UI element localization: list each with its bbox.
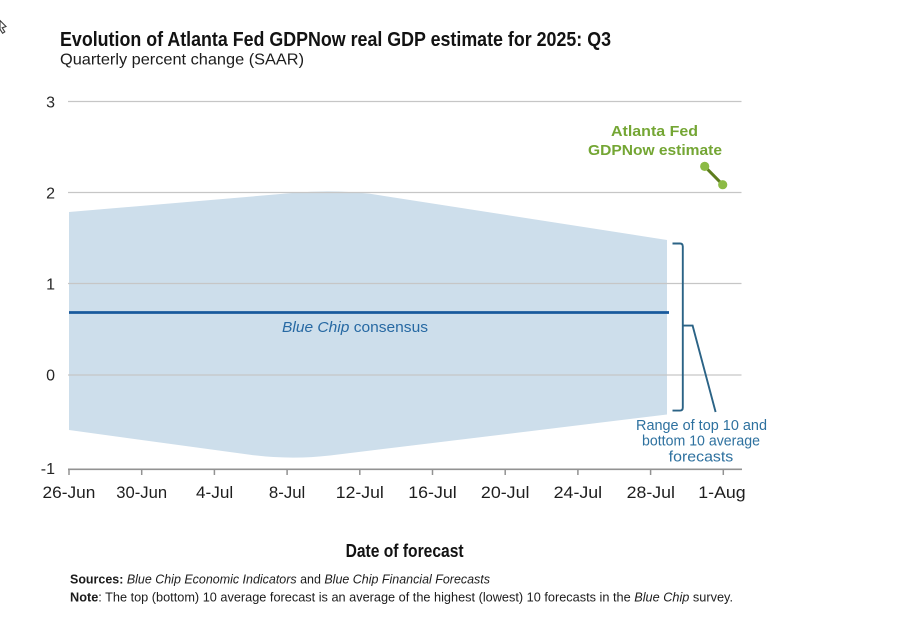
svg-text:2: 2 bbox=[46, 186, 55, 203]
svg-text:Range of top 10 and: Range of top 10 and bbox=[636, 418, 767, 434]
svg-text:8-Jul: 8-Jul bbox=[269, 483, 305, 502]
svg-text:Evolution of Atlanta Fed GDPNo: Evolution of Atlanta Fed GDPNow real GDP… bbox=[60, 29, 611, 51]
svg-text:0: 0 bbox=[46, 368, 55, 385]
svg-text:30-Jun: 30-Jun bbox=[116, 483, 167, 502]
svg-text:Blue Chip consensus: Blue Chip consensus bbox=[282, 320, 428, 336]
svg-text:bottom 10 average: bottom 10 average bbox=[642, 434, 760, 450]
svg-text:26-Jun: 26-Jun bbox=[43, 483, 96, 502]
svg-text:16-Jul: 16-Jul bbox=[408, 483, 457, 502]
svg-text:forecasts: forecasts bbox=[669, 449, 734, 465]
svg-text:12-Jul: 12-Jul bbox=[336, 483, 384, 502]
svg-text:1-Aug: 1-Aug bbox=[698, 483, 745, 502]
svg-text:-1: -1 bbox=[41, 461, 55, 478]
svg-text:20-Jul: 20-Jul bbox=[481, 483, 530, 502]
svg-text:24-Jul: 24-Jul bbox=[554, 483, 603, 502]
svg-text:Atlanta Fed: Atlanta Fed bbox=[611, 123, 698, 140]
svg-text:Quarterly percent change (SAAR: Quarterly percent change (SAAR) bbox=[60, 52, 304, 69]
svg-text:28-Jul: 28-Jul bbox=[627, 483, 675, 502]
svg-text:Note: The top (bottom) 10 aver: Note: The top (bottom) 10 average foreca… bbox=[70, 591, 733, 605]
svg-text:GDPNow estimate: GDPNow estimate bbox=[588, 142, 722, 159]
svg-text:1: 1 bbox=[46, 277, 55, 294]
svg-text:Date of forecast: Date of forecast bbox=[346, 541, 464, 561]
svg-text:4-Jul: 4-Jul bbox=[196, 483, 233, 502]
svg-text:Sources: Blue Chip Economic In: Sources: Blue Chip Economic Indicators a… bbox=[70, 573, 490, 587]
svg-text:3: 3 bbox=[46, 95, 55, 112]
